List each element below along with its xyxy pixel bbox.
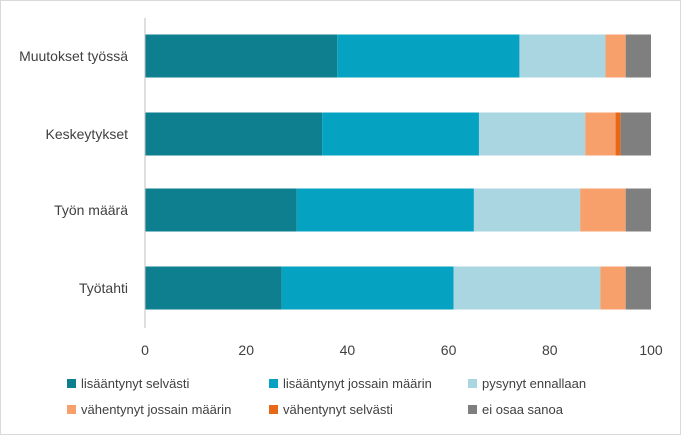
bar-segment [322,112,479,156]
bar-segment [145,188,297,232]
bar-segment [600,266,626,310]
bar-segment [605,34,626,78]
bar-segment [478,112,586,156]
legend-swatch [468,405,477,414]
legend-swatch [269,405,278,414]
category-label: Työtahti [79,280,128,296]
bar-segment [519,34,606,78]
x-tick-labels: 0 20 40 60 80 100 [141,342,663,358]
bar-segment [145,266,282,310]
legend-label: vähentynyt selvästi [283,402,393,417]
bar-segment [625,266,651,310]
legend: lisääntynyt selvästi lisääntynyt jossain … [67,376,586,417]
category-label: Muutokset työssä [19,48,128,64]
bar-segment [625,188,651,232]
bar-segment [281,266,454,310]
bar-segment [473,188,581,232]
bar-segment [337,34,520,78]
x-tick-label: 60 [441,342,457,358]
bar-segment [625,34,651,78]
bar-segment [145,112,323,156]
bar-segment [620,112,651,156]
legend-swatch [67,379,76,388]
x-tick-label: 100 [639,342,663,358]
category-label: Työn määrä [54,202,128,218]
legend-swatch [67,405,76,414]
x-tick-label: 40 [340,342,356,358]
bar-segment [585,112,616,156]
category-label: Keskeytykset [46,126,129,142]
legend-label: lisääntynyt selvästi [81,376,189,391]
legend-swatch [269,379,278,388]
bar-segment [453,266,601,310]
bar-segment [145,34,338,78]
legend-label: vähentynyt jossain määrin [81,402,231,417]
bars-layer [145,34,651,310]
x-tick-label: 80 [542,342,558,358]
bar-segment [615,112,621,156]
legend-swatch [468,379,477,388]
category-labels: Muutokset työssä Keskeytykset Työn määrä Ty… [19,48,128,296]
legend-label: pysynyt ennallaan [482,376,586,391]
bar-segment [296,188,474,232]
legend-label: lisääntynyt jossain määrin [283,376,432,391]
x-tick-label: 20 [238,342,254,358]
x-tick-label: 0 [141,342,149,358]
bar-segment [580,188,626,232]
legend-label: ei osaa sanoa [482,402,564,417]
